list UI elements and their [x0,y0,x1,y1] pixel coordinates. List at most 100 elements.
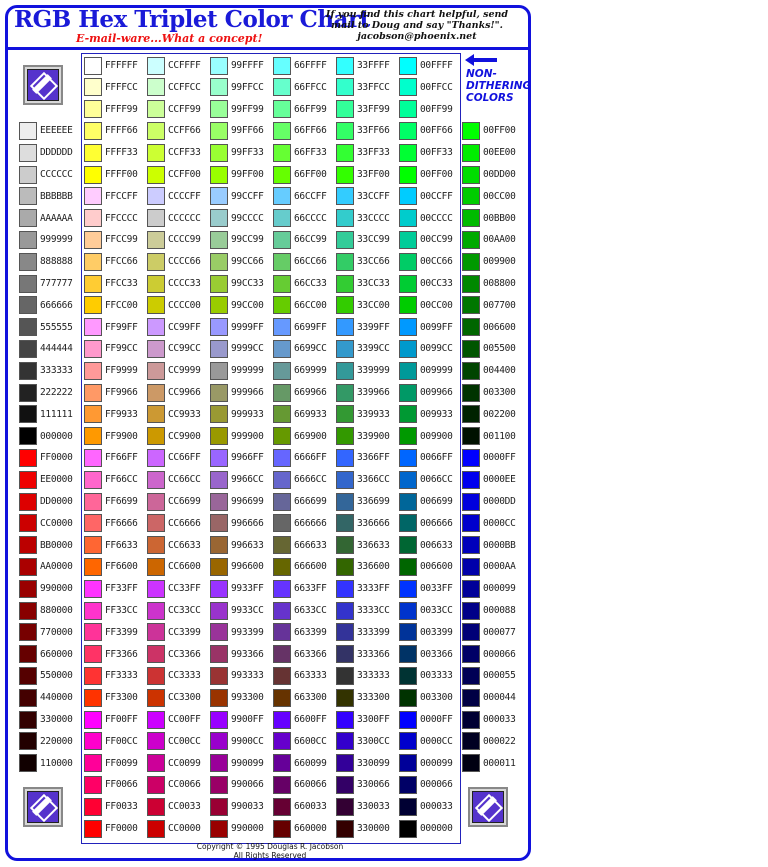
hex-label: 33CC66 [357,256,390,268]
color-swatch [273,797,291,816]
hex-label: FF0000 [105,823,138,834]
hex-label: 6699CC [294,343,327,355]
color-cell: 999900 [210,426,264,447]
color-cell: 66FF66 [273,120,327,141]
hex-label: 001100 [483,430,516,442]
color-cell: 0033CC [399,600,453,621]
non-dithering-label: NON- DITHERING COLORS [466,68,531,104]
hex-label: 99FFCC [231,81,264,93]
hex-label: FFCCCC [105,212,138,224]
color-swatch [462,187,480,206]
hex-label: 00FF00 [483,125,516,137]
hex-label: 999999 [231,365,264,377]
color-cell: 003333 [399,665,453,686]
hex-label: 0000CC [420,735,453,747]
hex-label: 000011 [483,757,516,769]
color-swatch [84,187,102,206]
color-swatch [210,209,228,228]
color-cell: CCFFFF [147,55,201,76]
color-swatch [462,383,480,402]
hex-label: 33CCFF [357,190,390,202]
color-swatch [399,318,417,337]
color-cell: 005500 [462,338,516,359]
color-cell: 33FF00 [336,164,390,185]
color-swatch [273,252,291,271]
color-cell: CC0099 [147,753,201,774]
color-cell: EEEEEE [19,120,73,141]
color-swatch [19,121,37,140]
color-swatch [273,645,291,664]
color-cell: 99FF66 [210,120,264,141]
color-swatch [147,754,165,773]
color-cell: 880000 [19,600,73,621]
color-cell: 666633 [273,535,327,556]
color-cell: 333300 [336,687,390,708]
hex-label: 663333 [294,670,327,682]
color-cell: 66CC99 [273,229,327,250]
hex-label: CC9999 [168,365,201,377]
color-cell: 660000 [273,818,327,839]
hex-label: 993399 [231,626,264,638]
color-cell: CC00CC [147,731,201,752]
hex-label: CC6666 [168,517,201,529]
color-swatch [336,732,354,751]
hex-label: 339900 [357,430,390,442]
color-swatch [147,732,165,751]
color-swatch [84,514,102,533]
color-swatch [273,405,291,424]
hex-label: 993366 [231,648,264,660]
color-swatch [84,143,102,162]
color-cell: 66FFFF [273,55,327,76]
color-swatch [273,100,291,119]
color-swatch [399,688,417,707]
color-cell: 777777 [19,273,73,294]
hex-label: 00AA00 [483,234,516,246]
color-swatch [19,601,37,620]
color-cell: 330033 [336,796,390,817]
color-swatch [19,187,37,206]
tagline: E-mail-ware...What a concept! [76,32,263,45]
color-cell: 99FFCC [210,77,264,98]
logo-icon [27,69,59,101]
hex-label: 00FF99 [420,103,453,115]
color-cell: 999966 [210,382,264,403]
color-swatch [210,296,228,315]
hex-label: 770000 [40,626,73,638]
color-swatch [84,732,102,751]
color-cell: 66CC33 [273,273,327,294]
hex-label: 6633FF [294,583,327,595]
color-swatch [273,165,291,184]
hex-label: 007700 [483,299,516,311]
color-cell: 00CCFF [399,186,453,207]
hex-label: 000099 [420,757,453,769]
color-cell: 993399 [210,622,264,643]
color-cell: FF33FF [84,578,138,599]
color-cell: 0000EE [462,469,516,490]
color-swatch [336,296,354,315]
color-cell: 009999 [399,360,453,381]
color-swatch [147,797,165,816]
color-swatch [336,754,354,773]
color-swatch [19,536,37,555]
hex-label: FF00FF [105,714,138,725]
hex-label: FF0099 [105,757,138,769]
hex-label: 00CC00 [483,190,516,202]
color-swatch [210,819,228,838]
color-swatch [336,100,354,119]
color-swatch [399,165,417,184]
color-swatch [147,230,165,249]
hex-label: 004400 [483,365,516,377]
hex-label: 0000FF [420,714,453,725]
color-swatch [399,470,417,489]
color-cell: CC33FF [147,578,201,599]
hex-label: CC99CC [168,343,201,355]
color-cell: 0000CC [462,513,516,534]
color-cell: FFFF99 [84,99,138,120]
color-cell: FFFF00 [84,164,138,185]
color-swatch [147,514,165,533]
color-swatch [147,666,165,685]
color-cell: 00FFCC [399,77,453,98]
hex-label: 0099CC [420,343,453,355]
color-cell: CC9966 [147,382,201,403]
color-swatch [19,732,37,751]
